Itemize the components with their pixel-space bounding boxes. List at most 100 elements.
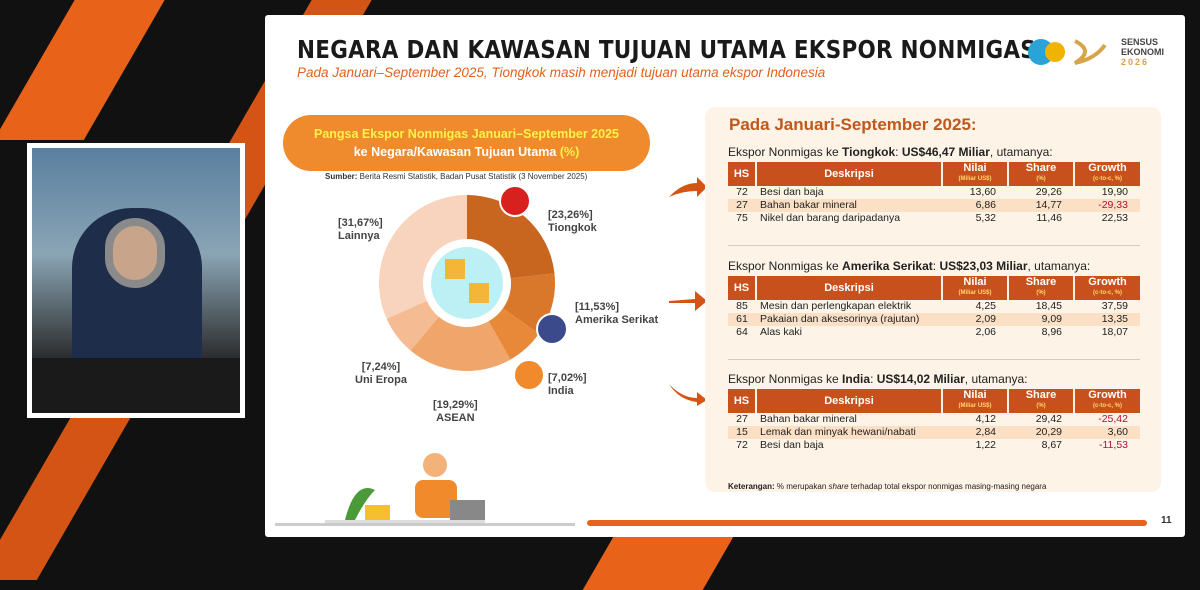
table-cell: 27: [728, 199, 756, 212]
table-cell: 4,25: [942, 300, 1008, 313]
label-amerika-serikat: [11,53%] Amerika Serikat: [575, 301, 659, 326]
footnote: Keterangan: % merupakan share terhadap t…: [728, 482, 1047, 491]
commodity-table: HS Deskripsi Nilai (Miliar US$) Share (%) G…: [728, 162, 1140, 225]
table-row: 15 Lemak dan minyak hewani/nabati 2,84 20,2…: [728, 426, 1140, 439]
china-flag-icon: [499, 185, 531, 217]
commodity-table: HS Deskripsi Nilai (Miliar US$) Share (%) G…: [728, 389, 1140, 452]
divider: [728, 245, 1140, 246]
table-cell: 64: [728, 326, 756, 339]
table-cell: 85: [728, 300, 756, 313]
table-cell: 27: [728, 413, 756, 426]
table-cell: 8,96: [1008, 326, 1074, 339]
page-number: 11: [1161, 515, 1172, 526]
footer-line: [275, 523, 575, 526]
donut-slice-india: [488, 308, 539, 360]
logo-text: EKONOMI: [1121, 47, 1165, 57]
table-row: 75 Nikel dan barang daripadanya 5,32 11,46 2…: [728, 212, 1140, 225]
slide-title: NEGARA DAN KAWASAN TUJUAN UTAMA EKSPOR N…: [297, 35, 1037, 64]
table-cell: 6,86: [942, 199, 1008, 212]
worker-illustration-icon: [325, 453, 485, 524]
table-cell: 9,09: [1008, 313, 1074, 326]
table-cell: 13,35: [1074, 313, 1140, 326]
chart-title-unit: (%): [559, 145, 580, 159]
donut-slice-tiongkok: [467, 195, 555, 279]
bg-stripe: [0, 0, 177, 140]
chart-title-pill: Pangsa Ekspor Nonmigas Januari–September…: [283, 115, 650, 171]
table-cell: -25,42: [1074, 413, 1140, 426]
arrow-icon: [669, 177, 707, 197]
table-cell: 1,22: [942, 439, 1008, 452]
table-row: 72 Besi dan baja 13,60 29,26 19,90: [728, 186, 1140, 199]
table-cell: Alas kaki: [756, 326, 942, 339]
donut-chart: [379, 185, 568, 391]
donut-slice-asean: [410, 316, 511, 371]
table-cell: 37,59: [1074, 300, 1140, 313]
table-cell: 8,67: [1008, 439, 1074, 452]
sensus-ekonomi-logo: SENSUS EKONOMI 2026: [1025, 35, 1164, 69]
table-cell: 4,12: [942, 413, 1008, 426]
table-cell: 72: [728, 186, 756, 199]
donut-slice-uni-eropa: [386, 300, 439, 351]
table-cell: Pakaian dan aksesorinya (rajutan): [756, 313, 942, 326]
table-cell: 11,46: [1008, 212, 1074, 225]
divider: [728, 359, 1140, 360]
logo-text: 2026: [1121, 57, 1150, 67]
logo-icon: [1028, 39, 1107, 65]
chart-title-line1: Pangsa Ekspor Nonmigas Januari–September…: [314, 127, 619, 141]
table-cell: Besi dan baja: [756, 186, 942, 199]
label-tiongkok: [23,26%] Tiongkok: [548, 209, 597, 234]
table-cell: 2,06: [942, 326, 1008, 339]
donut-slice-lainnya: [379, 195, 467, 319]
export-section: Ekspor Nonmigas ke Tiongkok: US$46,47 Mi…: [728, 145, 1140, 225]
label-asean: [19,29%] ASEAN: [433, 399, 478, 424]
section-caption: Ekspor Nonmigas ke Amerika Serikat: US$2…: [728, 259, 1091, 273]
table-row: 27 Bahan bakar mineral 4,12 29,42 -25,42: [728, 413, 1140, 426]
label-lainnya: [31,67%] Lainnya: [338, 217, 383, 242]
label-india: [7,02%] India: [548, 372, 587, 397]
table-cell: 18,07: [1074, 326, 1140, 339]
table-cell: 13,60: [942, 186, 1008, 199]
table-cell: 72: [728, 439, 756, 452]
export-section: Ekspor Nonmigas ke India: US$14,02 Milia…: [728, 372, 1140, 452]
commodity-panel: Pada Januari-September 2025: Ekspor Nonm…: [705, 107, 1161, 492]
table-row: 72 Besi dan baja 1,22 8,67 -11,53: [728, 439, 1140, 452]
source-note: Sumber: Berita Resmi Statistik, Badan Pu…: [325, 172, 588, 181]
table-cell: Bahan bakar mineral: [756, 413, 942, 426]
table-cell: 20,29: [1008, 426, 1074, 439]
table-cell: 2,84: [942, 426, 1008, 439]
table-cell: 3,60: [1074, 426, 1140, 439]
section-caption: Ekspor Nonmigas ke Tiongkok: US$46,47 Mi…: [728, 145, 1053, 159]
table-cell: Bahan bakar mineral: [756, 199, 942, 212]
bg-stripe: [582, 530, 738, 590]
panel-heading: Pada Januari-September 2025:: [729, 115, 977, 134]
table-row: 85 Mesin dan perlengkapan elektrik 4,25 18,…: [728, 300, 1140, 313]
table-cell: 5,32: [942, 212, 1008, 225]
table-cell: 2,09: [942, 313, 1008, 326]
table-cell: 75: [728, 212, 756, 225]
table-row: 27 Bahan bakar mineral 6,86 14,77 -29,33: [728, 199, 1140, 212]
table-cell: 15: [728, 426, 756, 439]
table-row: 64 Alas kaki 2,06 8,96 18,07: [728, 326, 1140, 339]
table-header: HS Deskripsi Nilai (Miliar US$) Share (%) G…: [728, 389, 1140, 413]
commodity-table: HS Deskripsi Nilai (Miliar US$) Share (%) G…: [728, 276, 1140, 339]
table-cell: Mesin dan perlengkapan elektrik: [756, 300, 942, 313]
usa-flag-icon: [536, 313, 568, 345]
presentation-slide: NEGARA DAN KAWASAN TUJUAN UTAMA EKSPOR N…: [265, 15, 1185, 537]
arrow-icon: [669, 291, 707, 311]
table-header: HS Deskripsi Nilai (Miliar US$) Share (%) G…: [728, 276, 1140, 300]
label-uni-eropa: [7,24%] Uni Eropa: [355, 361, 407, 386]
table-cell: -11,53: [1074, 439, 1140, 452]
table-cell: 61: [728, 313, 756, 326]
india-flag-icon: [513, 359, 545, 391]
table-cell: Nikel dan barang daripadanya: [756, 212, 942, 225]
section-caption: Ekspor Nonmigas ke India: US$14,02 Milia…: [728, 372, 1028, 386]
table-cell: 22,53: [1074, 212, 1140, 225]
logo-text: SENSUS: [1121, 37, 1159, 47]
slide-subtitle: Pada Januari–September 2025, Tiongkok ma…: [297, 65, 826, 80]
webcam-video: [27, 143, 245, 418]
box-icon: [445, 259, 465, 279]
table-cell: 29,42: [1008, 413, 1074, 426]
box-icon: [469, 283, 489, 303]
table-cell: Besi dan baja: [756, 439, 942, 452]
table-header: HS Deskripsi Nilai (Miliar US$) Share (%) G…: [728, 162, 1140, 186]
